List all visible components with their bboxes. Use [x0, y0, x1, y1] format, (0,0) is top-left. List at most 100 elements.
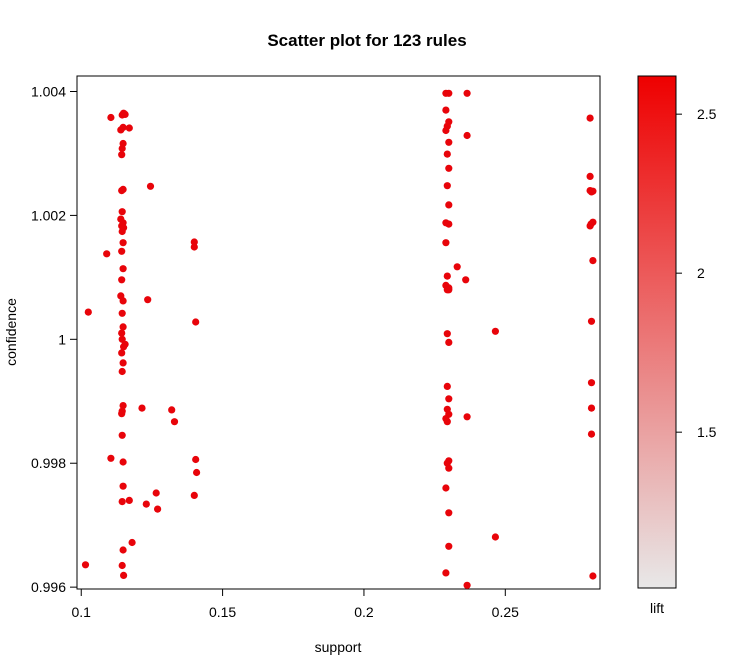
lift-tick-label: 2.5 [697, 106, 717, 122]
data-point [118, 329, 126, 337]
data-point [442, 484, 450, 492]
data-point [120, 343, 128, 351]
data-point [119, 265, 127, 273]
data-point [587, 188, 596, 196]
data-point [462, 276, 470, 284]
data-point [192, 455, 200, 464]
data-point [118, 498, 126, 506]
data-point [152, 489, 160, 497]
data-point [119, 402, 127, 410]
data-point [119, 139, 127, 148]
y-tick-label: 1.004 [31, 83, 66, 99]
x-tick-label: 0.1 [72, 604, 92, 620]
data-point [445, 464, 453, 472]
x-axis-label: support [315, 639, 362, 655]
data-point [119, 123, 127, 131]
y-tick-label: 0.996 [31, 579, 66, 595]
data-point [445, 89, 453, 97]
data-point [445, 542, 453, 550]
data-point [118, 309, 126, 317]
data-point [118, 367, 126, 376]
data-point [118, 561, 126, 570]
data-points [81, 89, 597, 589]
data-point [119, 458, 127, 466]
data-point [463, 581, 471, 589]
data-point [107, 113, 115, 122]
x-tick-label: 0.15 [209, 604, 236, 620]
data-point [119, 239, 127, 247]
data-point [445, 286, 453, 294]
data-point [154, 505, 162, 513]
data-point [442, 126, 450, 135]
data-point [445, 338, 453, 346]
data-point [442, 106, 450, 114]
x-tick-label: 0.2 [354, 604, 374, 620]
data-point [443, 150, 451, 158]
data-point [491, 327, 499, 335]
data-point [119, 482, 127, 490]
data-point [587, 220, 595, 228]
data-point [443, 330, 451, 338]
data-point [445, 220, 453, 228]
data-point [118, 247, 126, 255]
data-point [192, 318, 200, 326]
data-point [119, 323, 127, 331]
data-point [193, 468, 201, 477]
data-point [190, 243, 198, 251]
data-point [119, 297, 127, 305]
data-point [445, 395, 453, 403]
y-axis: 0.996 0.998 1 1.002 1.004 [31, 83, 78, 595]
lift-tick-label: 1.5 [697, 424, 717, 440]
data-point [443, 382, 451, 390]
data-point [118, 187, 126, 195]
data-point [445, 201, 453, 209]
data-point [190, 491, 198, 499]
y-tick-label: 0.998 [31, 455, 66, 471]
data-point [443, 182, 451, 190]
data-point [118, 276, 126, 284]
y-axis-label: confidence [3, 298, 19, 366]
data-point [118, 208, 126, 216]
data-point [84, 308, 92, 316]
data-point [121, 110, 129, 118]
y-tick-label: 1.002 [31, 207, 66, 223]
data-point [442, 569, 450, 577]
data-point [118, 349, 126, 357]
data-point [589, 257, 597, 265]
data-point [144, 296, 152, 304]
data-point [443, 418, 451, 426]
lift-tick-label: 2 [697, 265, 705, 281]
x-tick-label: 0.25 [492, 604, 519, 620]
data-point [107, 454, 115, 462]
data-point [463, 413, 471, 421]
data-point [170, 418, 179, 426]
data-point [587, 430, 596, 438]
data-point [587, 379, 596, 387]
data-point [125, 124, 133, 132]
data-point [103, 250, 111, 258]
data-point [445, 164, 453, 172]
data-point [168, 406, 176, 414]
data-point [128, 538, 136, 547]
data-point [118, 410, 126, 418]
plot-frame [76, 75, 601, 590]
data-point [81, 561, 90, 569]
data-point [119, 359, 127, 367]
data-point [586, 114, 594, 122]
data-point [463, 89, 471, 97]
data-point [190, 238, 198, 246]
chart-title: Scatter plot for 123 rules [267, 31, 466, 50]
data-point [118, 227, 126, 236]
lift-legend-label: lift [650, 600, 664, 616]
data-point [589, 572, 597, 580]
data-point [587, 317, 596, 325]
data-point [125, 496, 133, 504]
data-point [463, 131, 471, 140]
data-point [120, 571, 128, 580]
data-point [445, 138, 453, 146]
x-axis: 0.1 0.15 0.2 0.25 [72, 588, 519, 620]
data-point [453, 263, 461, 271]
data-point [146, 182, 155, 190]
data-point [118, 151, 126, 159]
